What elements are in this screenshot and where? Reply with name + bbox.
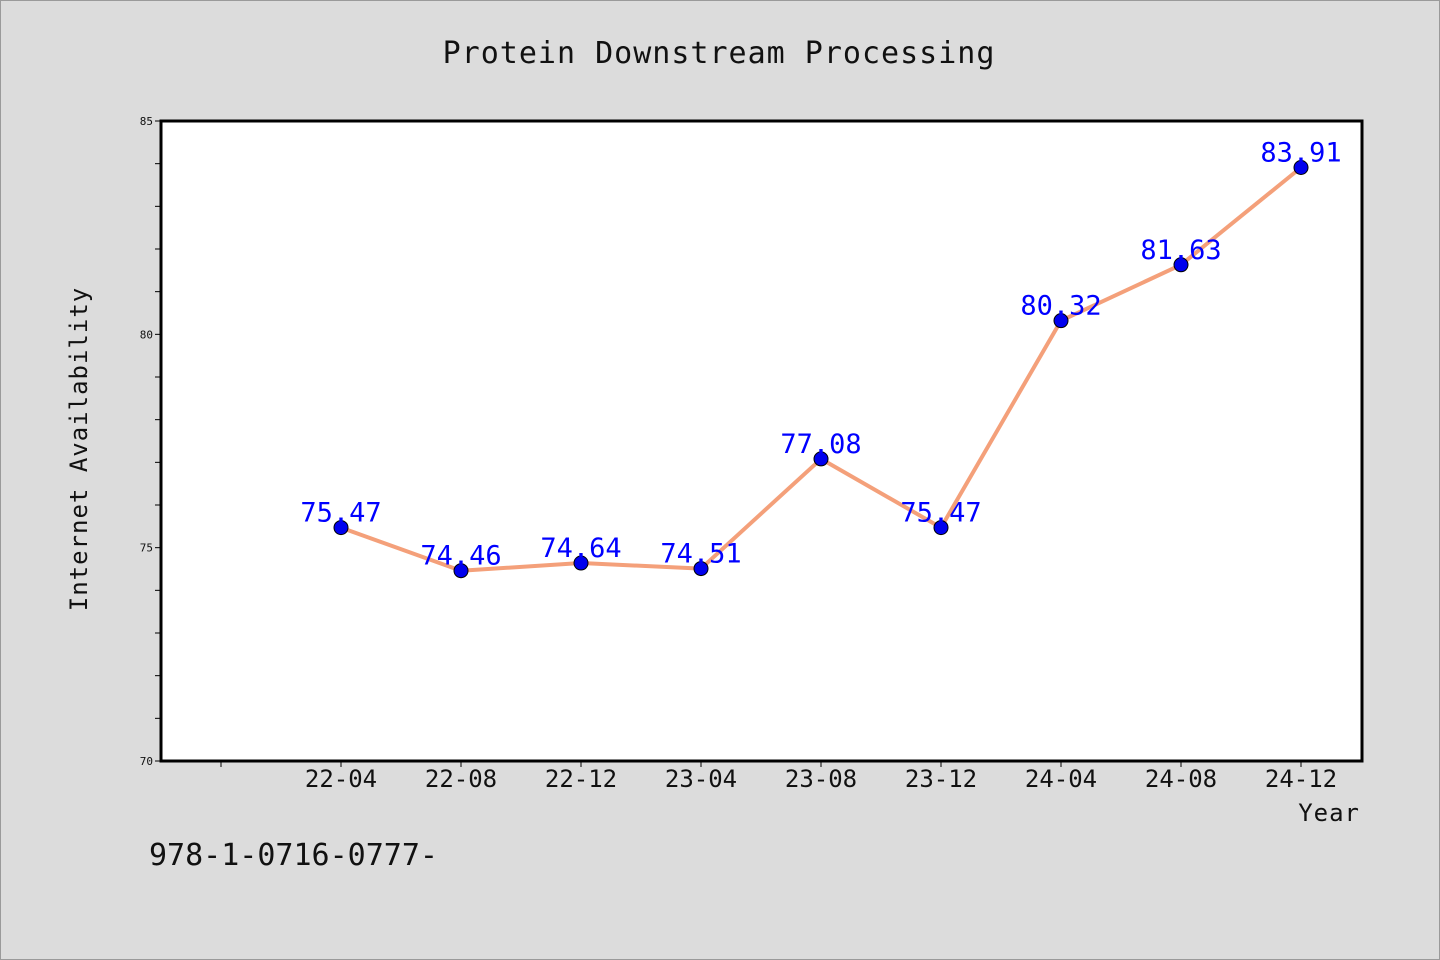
data-label: 80.32 (1020, 291, 1101, 322)
data-label: 77.08 (780, 429, 861, 460)
y-tick-label: 75 (140, 542, 153, 555)
y-tick-label: 80 (140, 328, 153, 341)
data-point (453, 563, 469, 579)
data-point (1173, 257, 1189, 273)
series-layer (333, 160, 1309, 579)
x-tick-label: 23-08 (785, 765, 857, 793)
data-label: 81.63 (1140, 235, 1221, 266)
x-axis-label: Year (1298, 799, 1360, 827)
data-label: 75.47 (900, 498, 981, 529)
data-label: 74.46 (420, 541, 501, 572)
data-label: 83.91 (1260, 138, 1341, 169)
y-tick-label: 70 (140, 755, 153, 768)
y-tick-label: 85 (140, 115, 153, 128)
x-axis-ticks: 22-04 22-08 22-12 23-04 23-08 23-12 24-04 24-08… (220, 761, 1337, 793)
x-tick-label: 23-04 (665, 765, 737, 793)
x-tick-label: 24-04 (1025, 765, 1097, 793)
data-label: 74.51 (660, 539, 741, 570)
chart-title: Protein Downstream Processing (443, 36, 996, 71)
data-label-layer: 75.47 74.46 74.64 74.51 77.08 75.47 80.32 81.63… (300, 138, 1341, 572)
plot-area (159, 119, 1364, 763)
data-point (1053, 313, 1069, 329)
x-tick-label: 24-08 (1145, 765, 1217, 793)
data-point (333, 520, 349, 536)
y-axis-label: Internet Availability (65, 287, 93, 611)
data-point (573, 555, 589, 571)
data-point (1293, 160, 1309, 176)
y-axis-ticks: 70 75 80 85 (140, 115, 161, 768)
data-point (813, 451, 829, 467)
data-point (933, 520, 949, 536)
x-tick-label: 24-12 (1265, 765, 1337, 793)
x-tick-label: 22-12 (545, 765, 617, 793)
footer-text: 978-1-0716-0777- (149, 838, 438, 873)
data-point (693, 561, 709, 577)
x-tick-label: 23-12 (905, 765, 977, 793)
x-tick-label: 22-04 (305, 765, 377, 793)
data-label: 75.47 (300, 498, 381, 529)
data-label: 74.64 (540, 533, 621, 564)
x-tick-label: 22-08 (425, 765, 497, 793)
